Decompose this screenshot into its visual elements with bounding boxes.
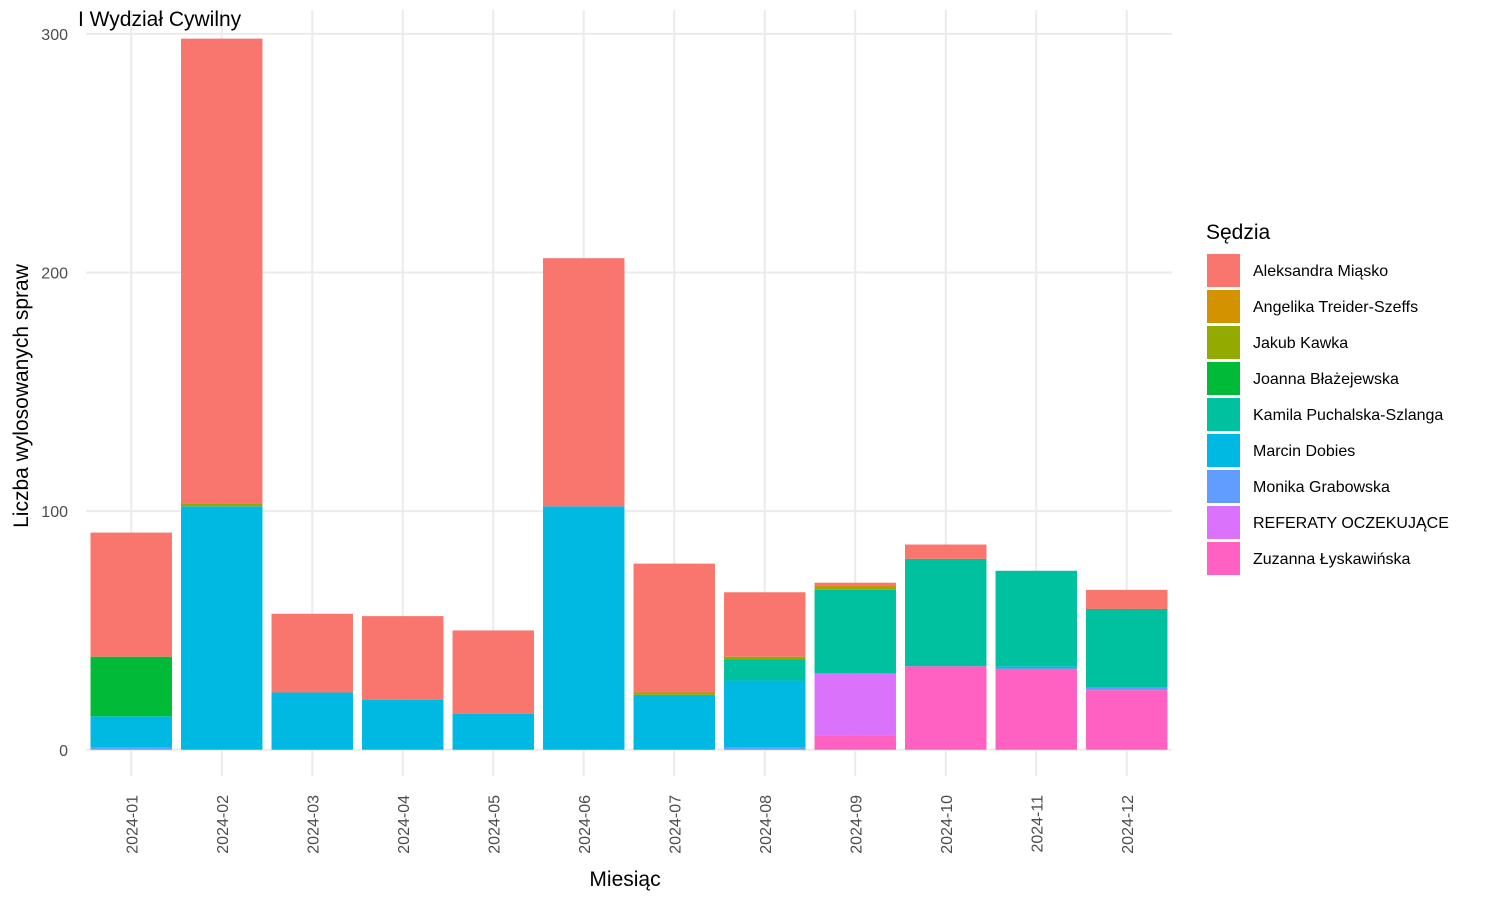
legend-label: Angelika Treider-Szeffs <box>1253 299 1418 316</box>
bars <box>90 38 1168 750</box>
bar-segment <box>995 666 1077 669</box>
y-axis-ticks: 0 100 200 300 <box>41 27 68 760</box>
legend-title: Sędzia <box>1206 221 1271 244</box>
bar-segment <box>90 532 172 657</box>
bar-segment <box>995 668 1077 750</box>
x-tick-label: 2024-10 <box>939 795 956 854</box>
bar-segment <box>905 544 987 559</box>
legend-label: Jakub Kawka <box>1253 335 1348 352</box>
bar-segment <box>724 656 806 660</box>
bar-segment <box>814 589 896 674</box>
legend-swatch <box>1207 398 1240 431</box>
y-tick-label: 300 <box>41 27 68 44</box>
bar-segment <box>90 747 172 750</box>
bar-segment <box>452 630 534 714</box>
x-tick-label: 2024-07 <box>667 795 684 854</box>
legend-label: Kamila Puchalska-Szlanga <box>1253 407 1443 424</box>
bar-segment <box>905 558 987 667</box>
bar-segment <box>181 503 263 507</box>
x-tick-label: 2024-06 <box>577 795 594 854</box>
x-tick-label: 2024-09 <box>848 795 865 854</box>
bar-segment <box>724 680 806 748</box>
bar-segment <box>633 563 715 693</box>
bar-segment <box>543 506 625 750</box>
bar-segment <box>271 613 353 693</box>
bar-segment <box>814 673 896 736</box>
bar-segment <box>1086 690 1168 750</box>
bar-segment <box>814 735 896 750</box>
y-tick-label: 0 <box>59 743 68 760</box>
legend-swatch <box>1207 326 1240 359</box>
chart-title: I Wydział Cywilny <box>78 8 242 31</box>
legend-label: Joanna Błażejewska <box>1253 371 1399 388</box>
bar-segment <box>814 587 896 590</box>
bar-segment <box>181 38 263 504</box>
x-tick-label: 2024-12 <box>1120 795 1137 854</box>
bar-segment <box>995 570 1077 667</box>
y-tick-label: 100 <box>41 504 68 521</box>
legend-label: Zuzanna Łyskawińska <box>1253 551 1411 568</box>
y-axis-title: Liczba wylosowanych spraw <box>10 263 33 528</box>
bar-segment <box>814 582 896 586</box>
legend-label: Marcin Dobies <box>1253 443 1355 460</box>
bar-segment <box>452 713 534 750</box>
bar-segment <box>633 692 715 695</box>
bar-segment <box>724 747 806 750</box>
legend-swatch <box>1207 254 1240 287</box>
bar-segment <box>814 585 896 588</box>
bar-segment <box>90 656 172 717</box>
bar-segment <box>633 694 715 750</box>
bar-segment <box>543 258 625 507</box>
legend-swatch <box>1207 470 1240 503</box>
x-axis-ticks: 2024-01 2024-02 2024-03 2024-04 2024-05 2024-… <box>124 795 1137 854</box>
x-tick-label: 2024-01 <box>124 795 141 854</box>
bar-segment <box>1086 608 1168 688</box>
bar-segment <box>1086 589 1168 609</box>
bar-segment <box>905 666 987 750</box>
bar-segment <box>181 506 263 750</box>
x-tick-label: 2024-08 <box>758 795 775 854</box>
legend: Sędzia Aleksandra Miąsko Angelika Treider… <box>1206 221 1449 575</box>
bar-segment <box>90 716 172 748</box>
x-tick-label: 2024-05 <box>486 795 503 854</box>
y-tick-label: 200 <box>41 265 68 282</box>
legend-label: Aleksandra Miąsko <box>1253 263 1388 280</box>
bar-segment <box>362 616 444 700</box>
legend-swatch <box>1207 506 1240 539</box>
bar-segment <box>724 659 806 681</box>
x-tick-label: 2024-11 <box>1029 795 1046 853</box>
bar-segment <box>724 592 806 657</box>
bar-segment <box>271 692 353 750</box>
x-tick-label: 2024-04 <box>396 795 413 854</box>
legend-label: Monika Grabowska <box>1253 479 1390 496</box>
legend-swatch <box>1207 542 1240 575</box>
legend-swatch <box>1207 434 1240 467</box>
legend-swatch <box>1207 362 1240 395</box>
x-axis-title: Miesiąc <box>589 868 660 891</box>
x-tick-label: 2024-02 <box>215 795 232 854</box>
legend-label: REFERATY OCZEKUJĄCE <box>1253 515 1449 532</box>
legend-swatch <box>1207 290 1240 323</box>
bar-segment <box>362 699 444 750</box>
bar-segment <box>1086 687 1168 691</box>
x-tick-label: 2024-03 <box>305 795 322 854</box>
